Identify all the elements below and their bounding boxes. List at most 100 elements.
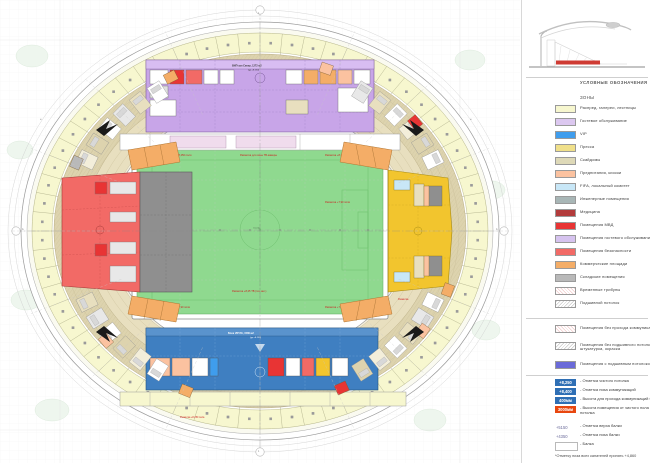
legend-row-zone-13[interactable]: Складские помещения — [555, 274, 650, 285]
legend-row-elev-0[interactable]: +8,250 - Отметка чистого потолка — [555, 379, 650, 389]
swatch-8 — [555, 209, 576, 217]
legend-label-9: Помещения МВД — [580, 221, 614, 227]
svg-text:ВИП-зал Север, 1272 м2: ВИП-зал Север, 1272 м2 — [232, 65, 262, 68]
swatch-6 — [555, 183, 576, 191]
svg-text:Разметка: Разметка — [398, 298, 409, 301]
legend-row-zone-6[interactable]: FIFA, локальный комитет — [555, 183, 650, 194]
swatch-11 — [555, 248, 576, 256]
legend-row-pattern-2[interactable]: Помещения без прохода коммуникаций — [555, 325, 650, 336]
svg-text:Разметка для зоны ТВ-камеры: Разметка для зоны ТВ-камеры — [240, 153, 277, 157]
legend-row-elev-2[interactable]: 400мм - Высота для прохода коммуникаций … — [555, 397, 650, 407]
legend-label-5: Предпитания, киоски — [580, 169, 622, 175]
legend-label-8: Медицина — [580, 208, 601, 214]
legend-row-pattern-4[interactable]: Помещения с подшивным потолоком — [555, 361, 650, 372]
legend-title: УСЛОВНЫЕ ОБОЗНАЧЕНИЯ — [580, 80, 648, 85]
floor-plan-canvas: Разметка +8,250 поля Разметка для зоны Т… — [0, 0, 520, 463]
swatch-10 — [555, 235, 576, 243]
legend-label-0: Распред. галереи, лестницы — [580, 104, 637, 110]
legend-row-elev-3[interactable]: 3000мм - Высота помещения от чистого пол… — [555, 406, 650, 420]
legend-label-4: Скайдомы — [580, 156, 601, 162]
swatch-9 — [555, 222, 576, 230]
swatch-pattern-0 — [555, 287, 576, 295]
corner-commercial-blocks[interactable] — [127, 141, 393, 323]
legend-row-zone-11[interactable]: Помещения безопасности — [555, 248, 650, 259]
legend-label-10: Помещения гостевого обслуживания — [580, 234, 650, 240]
swatch-4 — [555, 157, 576, 165]
legend-row-zone-1[interactable]: Гостевое обслуживание — [555, 118, 650, 129]
elev-tag-1: +8,400 — [555, 388, 576, 396]
legend-row-zone-10[interactable]: Помещения гостевого обслуживания — [555, 235, 650, 246]
legend-row-zone-3[interactable]: Пресса — [555, 144, 650, 155]
legend-row-zone-0[interactable]: Распред. галереи, лестницы — [555, 105, 650, 116]
svg-text:А: А — [22, 228, 24, 231]
swatch-pattern-4 — [555, 361, 576, 369]
svg-text:⌀: ⌀ — [470, 118, 472, 121]
legend-label-p1: Подшивной потолок — [580, 299, 620, 305]
legend-row-zone-2[interactable]: VIP — [555, 131, 650, 142]
elev-tag-4: +5150 — [556, 425, 568, 430]
legend-row-zone-5[interactable]: Предпитания, киоски — [555, 170, 650, 181]
legend-row-zone-12[interactable]: Коммерческие площади — [555, 261, 650, 272]
svg-text:Разметка +8,25 ТВ (тех.зал.): Разметка +8,25 ТВ (тех.зал.) — [232, 289, 267, 293]
svg-text:1: 1 — [258, 13, 260, 15]
swatch-13 — [555, 274, 576, 282]
svg-text:⌀: ⌀ — [40, 118, 42, 121]
legend-row-elev-1[interactable]: +8,400 - Отметка низа коммуникаций — [555, 388, 650, 398]
legend-panel: УСЛОВНЫЕ ОБОЗНАЧЕНИЯ ЗОНЫ Распред. галер… — [521, 0, 650, 463]
elev-text-3: - Высота помещения от чистого пола до чи… — [580, 405, 650, 415]
legend-label-2: VIP — [580, 130, 587, 136]
plan-annotations: А А 1 1 ⌀ ⌀ — [22, 13, 498, 453]
legend-label-13: Складские помещения — [580, 273, 625, 279]
elev-tag-3: 3000мм — [555, 406, 576, 414]
svg-text:А: А — [496, 228, 498, 231]
swatch-5 — [555, 170, 576, 178]
swatch-12 — [555, 261, 576, 269]
legend-row-pattern-0[interactable]: Временные трибуны — [555, 287, 650, 298]
legend-subtitle: ЗОНЫ — [580, 95, 595, 100]
swatch-7 — [555, 196, 576, 204]
elev-tag-0: +8,250 — [555, 379, 576, 387]
south-gallery-strip — [119, 391, 407, 407]
legend-label-6: FIFA, локальный комитет — [580, 182, 630, 188]
legend-label-11: Помещения безопасности — [580, 247, 632, 253]
legend-row-elev-6[interactable]: - Балка — [555, 442, 650, 452]
legend-row-zone-7[interactable]: Инженерные помещения — [555, 196, 650, 207]
legend-row-pattern-1[interactable]: Подшивной потолок — [555, 300, 650, 311]
legend-label-12: Коммерческие площади — [580, 260, 628, 266]
legend-row-elev-5[interactable]: +4350 - Отметка низа балки — [555, 433, 650, 443]
swatch-2 — [555, 131, 576, 139]
legend-label-7: Инженерные помещения — [580, 195, 629, 201]
stadium-section-elevation — [529, 20, 645, 68]
legend-row-zone-8[interactable]: Медицина — [555, 209, 650, 220]
svg-text:Разметка +8,250 пола: Разметка +8,250 пола — [180, 416, 205, 419]
legend-row-pattern-3[interactable]: Помещения без подшивного потолка, отделк… — [555, 342, 650, 356]
elev-text-0: - Отметка чистого потолка — [580, 378, 629, 384]
elev-text-2: - Высота для прохода коммуникаций без уч… — [580, 396, 650, 402]
legend-row-zone-9[interactable]: Помещения МВД — [555, 222, 650, 233]
stadium-floor-plan[interactable]: Разметка +8,250 поля Разметка для зоны Т… — [0, 0, 520, 463]
grid-tick-marks — [11, 5, 509, 457]
swatch-3 — [555, 144, 576, 152]
beam-swatch — [555, 442, 578, 451]
legend-label-p2: Помещения без прохода коммуникаций — [580, 324, 650, 330]
legend-row-elev-4[interactable]: +5150 - Отметка верха балки — [555, 424, 650, 434]
svg-text:Блок VIP Юг, 1580 м2: Блок VIP Юг, 1580 м2 — [228, 332, 254, 335]
west-security-block[interactable] — [61, 171, 193, 293]
legend-label-p3: Помещения без подшивного потолка, отделк… — [580, 341, 650, 352]
legend-row-zone-4[interactable]: Скайдомы — [555, 157, 650, 168]
legend-label-1: Гостевое обслуживание — [580, 117, 628, 123]
elev-tag-2: 400мм — [555, 397, 576, 405]
svg-text:(ур.+8.250): (ур.+8.250) — [250, 337, 261, 339]
swatch-pattern-1 — [555, 300, 576, 308]
legend-label-p0: Временные трибуны — [580, 286, 621, 292]
elev-text-5: - Отметка низа балки — [580, 432, 620, 438]
svg-text:Разметка +8,250 поля: Разметка +8,250 поля — [325, 153, 352, 157]
north-gallery-strip — [119, 133, 401, 151]
legend-label-p4: Помещения с подшивным потолоком — [580, 360, 650, 366]
swatch-0 — [555, 105, 576, 113]
elev-text-4: - Отметка верха балки — [580, 423, 622, 429]
south-vip-block[interactable]: Блок VIP Юг, 1580 м2 (ур.+8.250) — [145, 327, 379, 391]
elev-tag-5: +4350 — [556, 434, 568, 439]
swatch-pattern-3 — [555, 342, 576, 350]
